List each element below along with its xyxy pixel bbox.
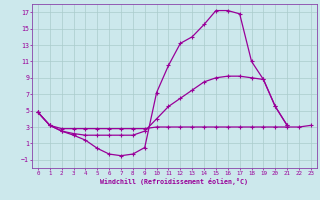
X-axis label: Windchill (Refroidissement éolien,°C): Windchill (Refroidissement éolien,°C): [100, 178, 248, 185]
